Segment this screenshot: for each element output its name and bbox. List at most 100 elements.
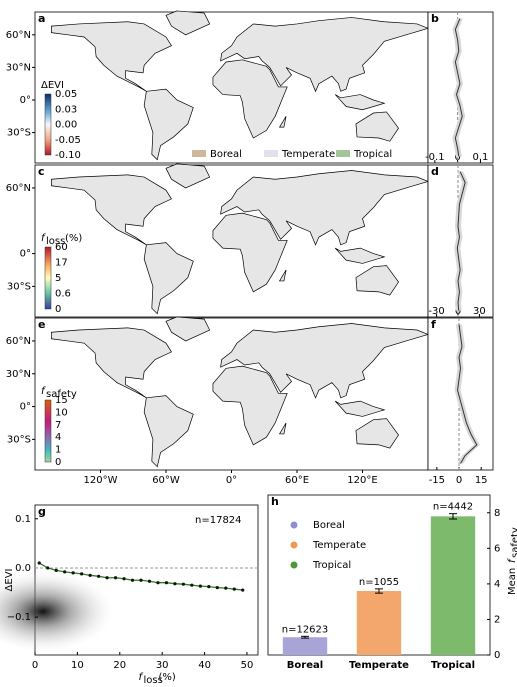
x-tick-label: 10 <box>71 660 84 671</box>
x-tick-label: -15 <box>429 475 445 486</box>
x-tick-label: 60°E <box>285 475 309 486</box>
y-tick-label: 60°N <box>6 183 31 194</box>
colorbar-tick-label: 0.03 <box>55 104 77 115</box>
y-tick-label: 8 <box>494 508 500 519</box>
colorbar-unit: (%) <box>65 233 82 244</box>
panel-letter: c <box>38 165 45 178</box>
land <box>220 17 430 93</box>
land <box>278 422 287 435</box>
land <box>334 400 386 417</box>
y-tick-label: 30°S <box>7 281 31 292</box>
land <box>334 94 386 111</box>
x-tick-label: 30 <box>473 306 486 317</box>
series-point <box>156 581 160 585</box>
y-axis-label: ΔEVI <box>4 569 15 592</box>
annotation: n=17824 <box>195 515 242 526</box>
land <box>212 59 288 139</box>
colorbar-tick-label: 0 <box>55 304 61 315</box>
colorbar-subscript: safety <box>46 389 77 400</box>
colorbar-tick-label: 0.05 <box>55 89 77 100</box>
land <box>51 174 172 246</box>
y-axis-label-sub: safety <box>510 527 517 558</box>
series-point <box>164 581 169 585</box>
y-tick-label: 30°N <box>6 369 31 380</box>
panel-letter: g <box>38 505 46 518</box>
panel-letter: a <box>38 12 45 25</box>
colorbar <box>44 246 52 310</box>
series-point <box>207 585 211 589</box>
legend-label: Boreal <box>210 149 242 160</box>
profile-band <box>454 171 469 311</box>
land <box>355 265 399 296</box>
land <box>334 247 386 264</box>
colorbar-title: f <box>41 386 46 397</box>
colorbar-tick-label: 15 <box>55 395 68 406</box>
legend-label: Boreal <box>313 520 345 531</box>
y-tick-label: 6 <box>494 543 500 554</box>
series-point <box>80 572 84 576</box>
series-point <box>63 570 67 574</box>
land <box>51 21 172 92</box>
land <box>220 170 430 246</box>
y-tick-label: −0.1 <box>7 612 31 623</box>
bar <box>356 591 402 655</box>
y-tick-label: 30°N <box>6 62 31 73</box>
series-point <box>224 586 228 590</box>
legend-label: Temperate <box>281 149 335 160</box>
series-point <box>241 588 245 592</box>
colorbar-tick-label: -0.05 <box>55 135 81 146</box>
colorbar-tick-label: 17 <box>55 258 68 269</box>
profile-line <box>457 324 478 464</box>
legend-label: Temperate <box>312 540 366 551</box>
land <box>355 418 399 449</box>
y-axis-label-mean: Mean <box>507 568 517 595</box>
x-tick-label: 0.1 <box>473 152 489 163</box>
profile-line <box>456 171 466 311</box>
legend-swatch <box>264 150 278 157</box>
land <box>143 242 194 315</box>
x-tick-label: 120°E <box>347 475 377 486</box>
y-tick-label: 60°N <box>6 30 31 41</box>
x-tick-label: Temperate <box>349 660 409 671</box>
series-point <box>173 582 177 586</box>
land <box>220 323 430 399</box>
colorbar-title: f <box>41 233 46 244</box>
legend-marker <box>290 561 298 569</box>
x-tick-label: Tropical <box>431 660 475 671</box>
bar <box>282 637 328 655</box>
colorbar-tick-label: 4 <box>55 432 61 443</box>
series-point <box>88 573 92 577</box>
series-point <box>96 574 101 578</box>
colorbar-tick-label: 60 <box>55 242 68 253</box>
y-tick-label: 60°N <box>6 336 31 347</box>
land <box>212 212 288 293</box>
series-point <box>147 579 152 583</box>
panel-letter: e <box>38 318 45 331</box>
annotation: n=1055 <box>359 577 399 588</box>
series-point <box>215 586 219 590</box>
colorbar-tick-label: 0.00 <box>55 120 77 131</box>
x-tick-label: 40 <box>198 660 211 671</box>
land <box>143 395 194 468</box>
x-tick-label: 60°W <box>152 475 180 486</box>
series-point <box>181 582 185 586</box>
colorbar <box>44 93 52 156</box>
land <box>165 163 211 189</box>
annotation: n=4442 <box>433 502 473 513</box>
profile-line <box>454 18 463 157</box>
colorbar-subscript: loss <box>46 236 65 247</box>
series-point <box>122 577 126 581</box>
series-point <box>46 566 50 570</box>
series-point <box>190 583 194 587</box>
legend-marker <box>290 521 298 529</box>
legend-label: Tropical <box>312 560 351 571</box>
colorbar <box>44 399 52 463</box>
x-axis-label-sub: loss <box>144 675 163 683</box>
colorbar-tick-label: 5 <box>55 273 61 284</box>
colorbar-tick-label: 1 <box>55 445 61 456</box>
profile-band <box>454 324 480 464</box>
land <box>143 88 194 161</box>
y-tick-label: 2 <box>494 614 500 625</box>
land <box>355 111 399 142</box>
legend-label: Tropical <box>353 149 392 160</box>
